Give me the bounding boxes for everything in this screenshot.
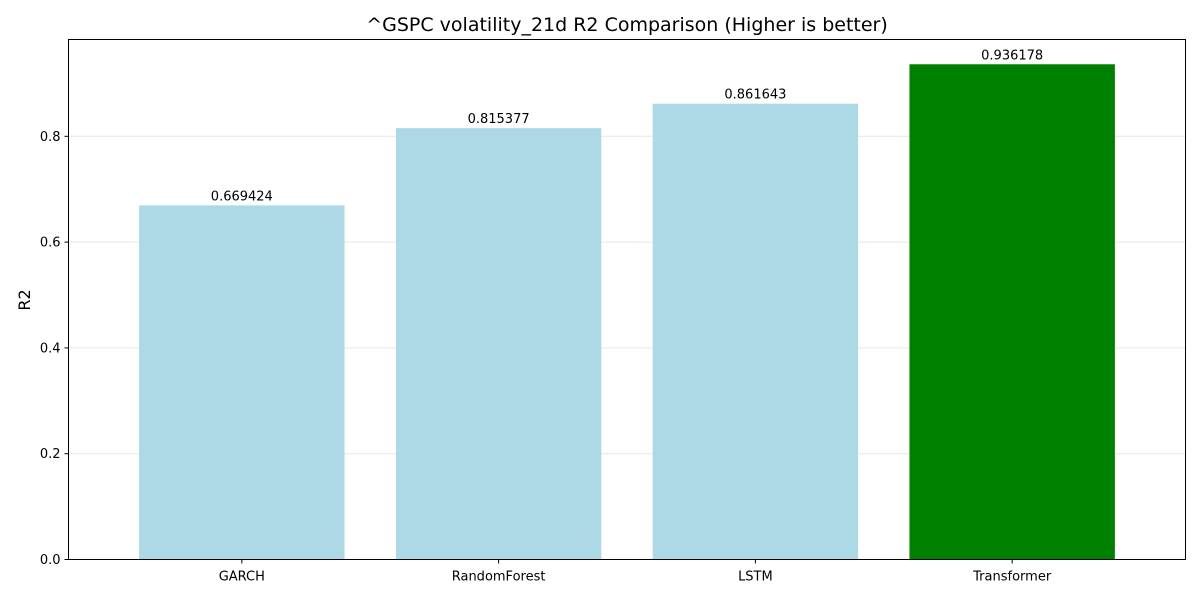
x-axis-ticks: GARCH RandomForest LSTM Transformer [219,559,1052,585]
bar-garch [139,205,345,560]
x-tick-label: Transformer [972,570,1052,585]
bar-value-label: 0.861643 [724,88,786,103]
bar-value-label: 0.936178 [981,48,1043,63]
y-tick-label: 0.2 [40,447,61,462]
bar-value-labels: 0.669424 0.815377 0.861643 0.936178 [211,48,1043,204]
plot-frame [68,39,1186,560]
y-axis-ticks: 0.0 0.2 0.4 0.6 0.8 [40,130,69,568]
y-tick-label: 0.6 [40,236,61,251]
bar-lstm [652,103,859,560]
bar-randomforest [395,128,602,560]
y-tick-label: 0.4 [40,341,61,356]
bar-transformer [909,64,1115,560]
bars [139,64,1115,560]
x-tick-label: GARCH [219,570,265,585]
x-tick-label: LSTM [738,570,773,585]
chart-title: ^GSPC volatility_21d R2 Comparison (High… [366,14,888,36]
y-tick-label: 0.8 [40,130,61,145]
bar-value-label: 0.669424 [211,189,273,204]
x-tick-label: RandomForest [452,570,546,585]
y-axis-label: R2 [15,289,34,310]
bar-value-label: 0.815377 [468,112,530,127]
y-tick-label: 0.0 [40,553,61,568]
